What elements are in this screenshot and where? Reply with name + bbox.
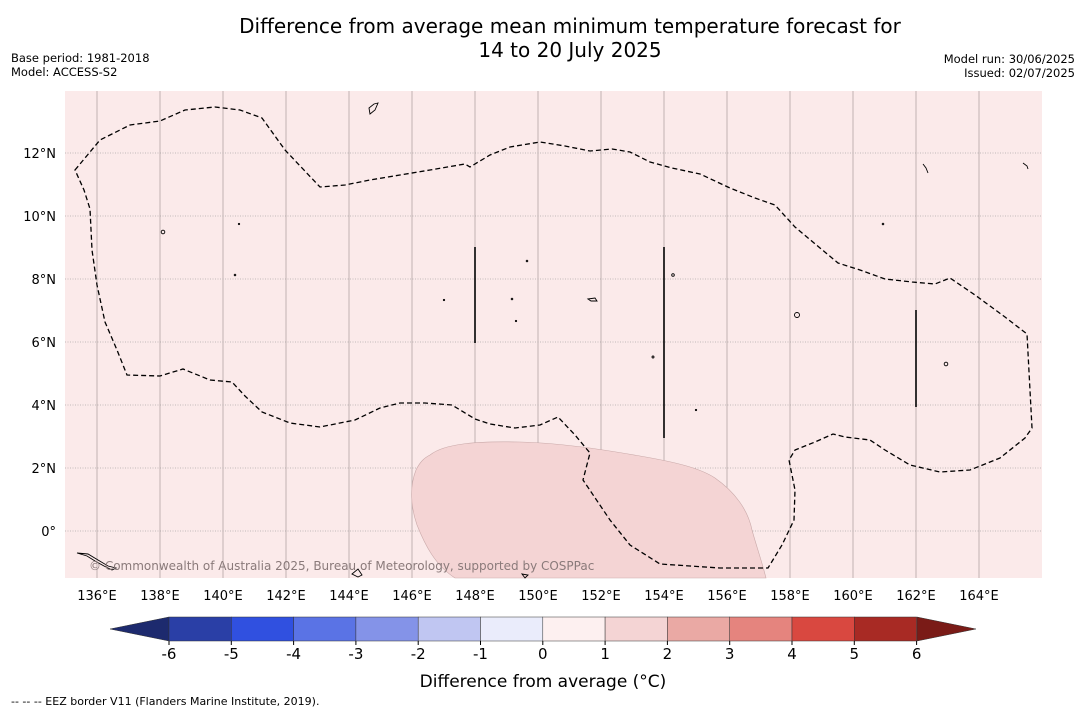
colorbar-tick-label: -6: [162, 645, 177, 663]
lat-tick-label: 6°N: [32, 336, 57, 351]
island-small-9: [514, 319, 518, 323]
colorbar-segment: [231, 616, 294, 642]
colorbar-tick-label: 6: [912, 645, 922, 663]
island-small-2: [510, 297, 514, 301]
longitude-labels: 136°E 138°E 140°E 142°E 144°E 146°E 148°E 150°E…: [77, 589, 999, 604]
lon-tick-label: 144°E: [329, 589, 369, 604]
island-atoll-east: [943, 361, 949, 367]
island-coastlines: [76, 102, 1029, 579]
colorbar-tick-label: 5: [850, 645, 860, 663]
copyright-notice: © Commonwealth of Australia 2025, Bureau…: [89, 559, 594, 573]
lat-tick-label: 4°N: [32, 399, 57, 414]
colorbar-segment: [667, 616, 730, 642]
lon-tick-label: 152°E: [581, 589, 621, 604]
lat-tick-label: 12°N: [23, 147, 56, 162]
colorbar-tick-label: -5: [224, 645, 239, 663]
island-small-3: [525, 259, 529, 263]
island-marshall-east: [1022, 162, 1029, 170]
island-yap: [160, 229, 166, 235]
lon-tick-label: 164°E: [959, 589, 999, 604]
island-south-2: [520, 573, 529, 579]
island-kosrae: [794, 312, 800, 318]
lon-tick-label: 156°E: [707, 589, 747, 604]
colorbar-segment: [293, 616, 357, 642]
lon-tick-label: 154°E: [644, 589, 684, 604]
island-small-4: [233, 273, 237, 277]
island-small-8: [442, 298, 446, 302]
lon-tick-label: 150°E: [518, 589, 558, 604]
island-small-7: [694, 408, 698, 412]
lon-tick-label: 138°E: [140, 589, 180, 604]
title-line-1: Difference from average mean minimum tem…: [239, 14, 901, 38]
colorbar-segment: [355, 616, 419, 642]
lon-tick-label: 146°E: [392, 589, 432, 604]
colorbar-segment: [604, 616, 668, 642]
eez-border: [74, 106, 1033, 569]
latitude-labels: 12°N 10°N 8°N 6°N 4°N 2°N 0°: [23, 147, 56, 540]
eez-vertical-segments: [474, 247, 917, 438]
model-run-text: Model run: 30/06/2025: [943, 52, 1075, 66]
warm-anomaly-region: [411, 441, 767, 579]
lon-tick-label: 140°E: [203, 589, 243, 604]
colorbar-tick-label: 3: [725, 645, 735, 663]
lon-tick-label: 148°E: [455, 589, 495, 604]
colorbar-tick-labels: -6 -5 -4 -3 -2 -1 0 1 2 3 4 5 6: [162, 641, 922, 663]
lon-tick-label: 158°E: [770, 589, 810, 604]
colorbar-tick-label: -3: [348, 645, 363, 663]
model-text: Model: ACCESS-S2: [11, 65, 118, 79]
island-small-6: [237, 222, 241, 226]
title-line-2: 14 to 20 July 2025: [478, 38, 662, 62]
island-small-5: [881, 222, 885, 226]
model-run-info: Model run: 30/06/2025 Issued: 02/07/2025: [944, 52, 1075, 80]
island-chuuk: [586, 297, 598, 302]
colorbar-tick-label: 4: [787, 645, 797, 663]
island-south-1: [351, 568, 363, 578]
base-period-info: Base period: 1981-2018 Model: ACCESS-S2: [11, 51, 150, 79]
lon-tick-label: 162°E: [896, 589, 936, 604]
lat-tick-label: 8°N: [32, 273, 57, 288]
colorbar: -6 -5 -4 -3 -2 -1 0 1 2 3 4 5 6 Difference from aver…: [109, 616, 977, 692]
lon-tick-label: 160°E: [833, 589, 873, 604]
colorbar-tick-label: 2: [663, 645, 673, 663]
lat-tick-label: 0°: [41, 525, 56, 540]
colorbar-segments: [168, 616, 917, 642]
colorbar-segment: [480, 616, 544, 642]
colorbar-label: Difference from average (°C): [420, 672, 667, 692]
island-guam: [368, 102, 379, 115]
lon-tick-label: 136°E: [77, 589, 117, 604]
base-period-text: Base period: 1981-2018: [11, 51, 150, 65]
eez-footnote: -- -- -- EEZ border V11 (Flanders Marine…: [11, 695, 320, 708]
colorbar-tick-label: 1: [600, 645, 610, 663]
island-marshall-west: [922, 163, 929, 174]
issued-text: Issued: 02/07/2025: [964, 66, 1075, 80]
colorbar-tick-label: -1: [473, 645, 488, 663]
colorbar-tick-label: 0: [538, 645, 548, 663]
island-png-coast: [76, 552, 118, 571]
lat-tick-label: 10°N: [23, 210, 56, 225]
colorbar-segment: [854, 616, 917, 642]
colorbar-segment: [791, 616, 855, 642]
colorbar-high-extension: [916, 616, 977, 642]
colorbar-segment: [542, 616, 606, 642]
map-title: Difference from average mean minimum tem…: [170, 14, 970, 62]
colorbar-segment: [417, 616, 481, 642]
colorbar-low-extension: [109, 616, 170, 642]
colorbar-tick-label: -4: [286, 645, 301, 663]
island-small-1: [651, 355, 655, 359]
lon-tick-label: 142°E: [266, 589, 306, 604]
island-pohnpei-north: [671, 273, 675, 277]
colorbar-tick-label: -2: [411, 645, 426, 663]
colorbar-segment: [729, 616, 793, 642]
colorbar-segment: [168, 616, 232, 642]
lat-tick-label: 2°N: [32, 462, 57, 477]
